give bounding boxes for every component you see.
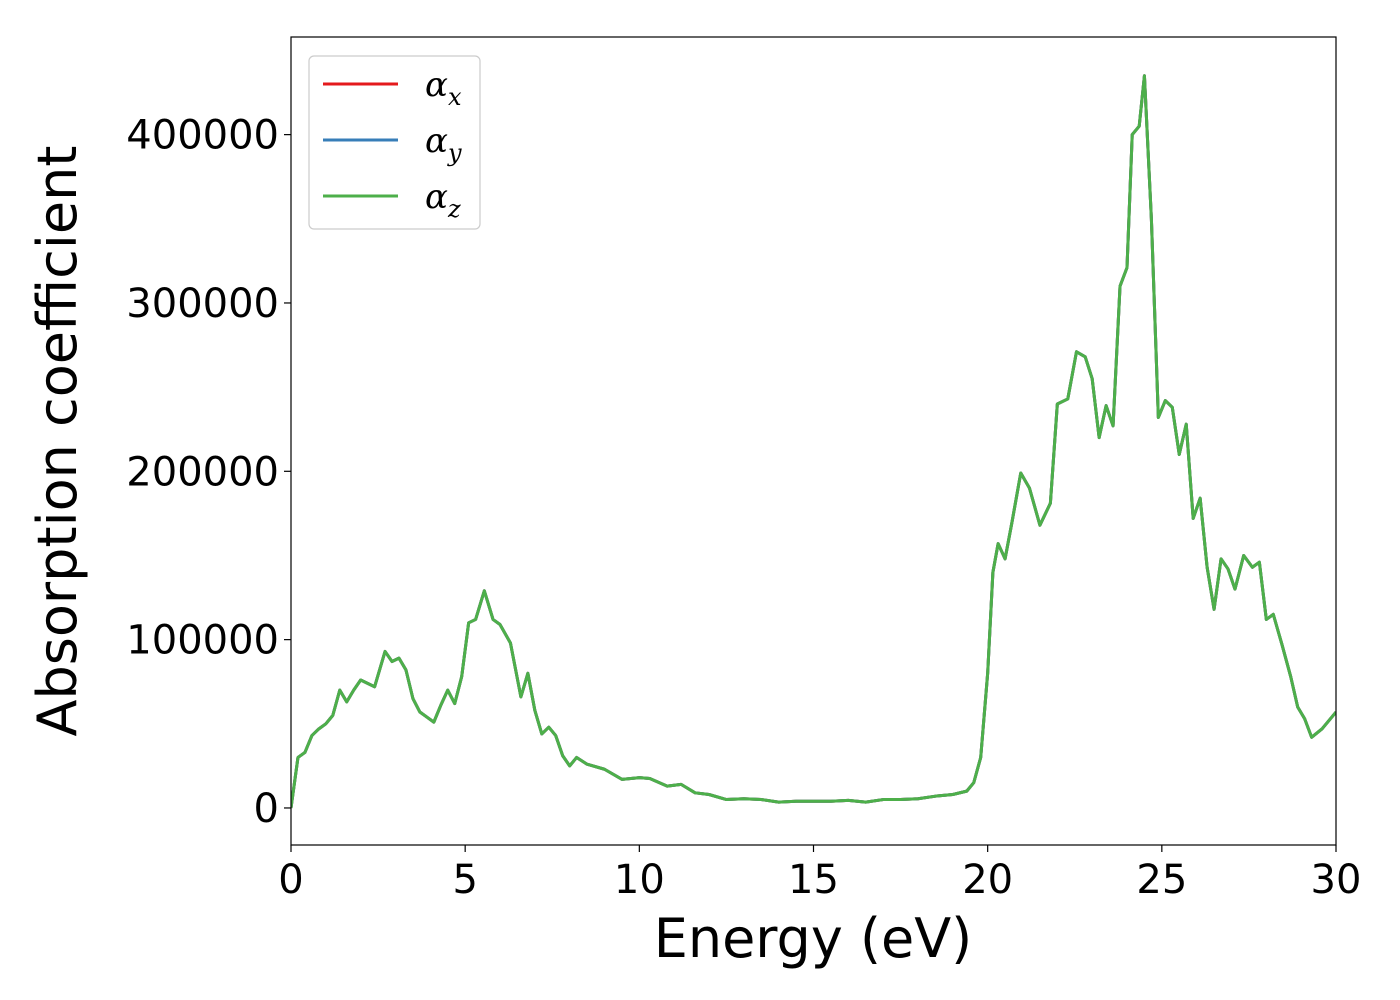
series-layer [291, 74, 1336, 809]
legend-label-x: αx [425, 65, 462, 111]
y-axis-label: Absorption coefficient [26, 146, 89, 737]
x-tick-label: 5 [452, 857, 477, 903]
x-tick-label: 20 [962, 857, 1013, 903]
legend-box [308, 55, 481, 230]
y-tick-label: 400000 [126, 113, 279, 159]
legend-label-y: αy [425, 121, 462, 167]
x-tick-label: 25 [1136, 857, 1187, 903]
x-tick-label: 15 [788, 857, 839, 903]
x-tick-label: 0 [278, 857, 303, 903]
legend-label-z: αz [425, 177, 461, 223]
y-tick-label: 200000 [126, 449, 279, 495]
x-tick-label: 10 [614, 857, 665, 903]
y-tick-label: 300000 [126, 281, 279, 327]
legend: αx αy αz [308, 55, 481, 230]
y-tick-label: 0 [254, 786, 279, 832]
x-tick-label: 30 [1311, 857, 1362, 903]
y-tick-label: 100000 [126, 618, 279, 664]
axes-layer: 0 5 10 15 20 25 30 0 100000 200000 300000 400000 [126, 36, 1362, 903]
series-line-z [291, 74, 1336, 809]
x-axis-label: Energy (eV) [654, 907, 973, 970]
